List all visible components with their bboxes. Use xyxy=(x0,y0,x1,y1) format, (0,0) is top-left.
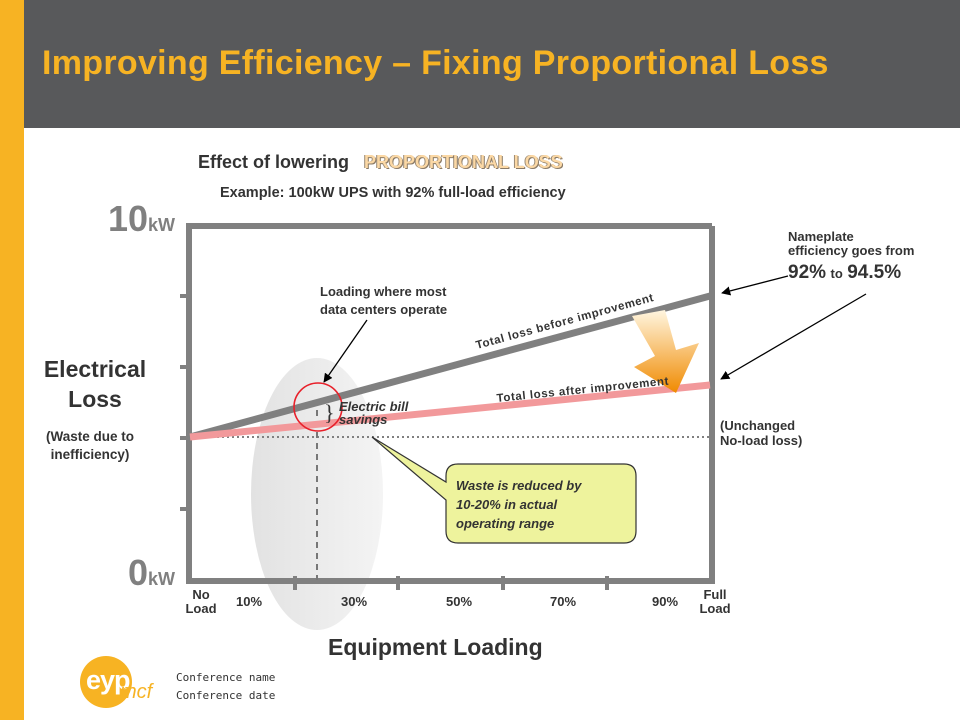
y-max-value: 10 xyxy=(108,198,149,239)
y-axis-subtitle-line2: inefficiency) xyxy=(50,447,130,462)
nameplate-pointer-after xyxy=(720,293,867,380)
logo-sub-text: mcf xyxy=(120,681,153,703)
x-tick-label: 10% xyxy=(235,594,263,609)
x-tick-label: 50% xyxy=(445,594,473,609)
nameplate-annotation-line1: Nameplate xyxy=(788,229,854,244)
nameplate-to-value: 94.5% xyxy=(847,262,902,283)
x-tick-label: No xyxy=(192,587,210,602)
y-max-unit: kW xyxy=(148,215,176,235)
x-tick-label: 70% xyxy=(549,594,577,609)
x-tick-label: Load xyxy=(185,601,217,616)
company-logo: eyp mcf xyxy=(80,656,152,708)
nameplate-from-value: 92% xyxy=(788,262,827,283)
y-min-unit: kW xyxy=(148,569,176,589)
loading-annotation-line2: data centers operate xyxy=(320,302,448,317)
nameplate-to-word: to xyxy=(830,266,843,281)
savings-highlight-circle xyxy=(293,382,343,432)
x-axis-title: Equipment Loading xyxy=(328,634,543,660)
x-tick-marks xyxy=(293,576,609,590)
callout-line3: operating range xyxy=(456,516,555,531)
loading-annotation-pointer xyxy=(323,319,368,383)
waste-callout-box xyxy=(371,436,637,544)
accent-strip xyxy=(0,0,24,720)
nameplate-annotation-line2: efficiency goes from xyxy=(788,243,915,258)
improvement-arrow xyxy=(632,310,699,393)
noload-annotation-line2: No-load loss) xyxy=(720,433,803,448)
y-axis-subtitle-line1: (Waste due to xyxy=(45,429,134,444)
x-tick-label: Load xyxy=(699,601,731,616)
callout-line2: 10-20% in actual xyxy=(456,497,558,512)
diagram-heading-highlight: PROPORTIONAL LOSS xyxy=(364,152,563,172)
before-line-label: Total loss before improvement xyxy=(475,292,656,352)
logo-main-text: eyp xyxy=(86,665,131,695)
conference-name: Conference name xyxy=(176,671,276,684)
conference-date: Conference date xyxy=(176,689,276,702)
loading-annotation-line1: Loading where most xyxy=(320,284,447,299)
header-bar xyxy=(24,0,960,128)
diagram-subheading: Example: 100kW UPS with 92% full-load ef… xyxy=(220,185,566,201)
loss-line-before xyxy=(189,292,711,441)
y-axis-title-line1: Electrical xyxy=(43,356,147,382)
y-axis-title-line2: Loss xyxy=(68,386,122,412)
x-tick-label: 90% xyxy=(651,594,679,609)
callout-line1: Waste is reduced by xyxy=(456,478,582,493)
noload-annotation-line1: (Unchanged xyxy=(720,418,796,433)
x-tick-label: Full xyxy=(703,587,727,602)
y-tick-marks xyxy=(180,294,192,511)
nameplate-pointer-before xyxy=(721,275,789,296)
slide-title: Improving Efficiency – Fixing Proportion… xyxy=(42,44,829,82)
savings-bracket: } xyxy=(324,400,335,425)
savings-annotation-line1: Electric bill xyxy=(339,399,409,414)
loss-line-after xyxy=(189,381,711,441)
diagram-heading: Effect of lowering xyxy=(198,152,350,172)
y-min-value: 0 xyxy=(128,552,149,593)
savings-annotation-line2: savings xyxy=(339,412,388,427)
x-tick-label: 30% xyxy=(340,594,368,609)
